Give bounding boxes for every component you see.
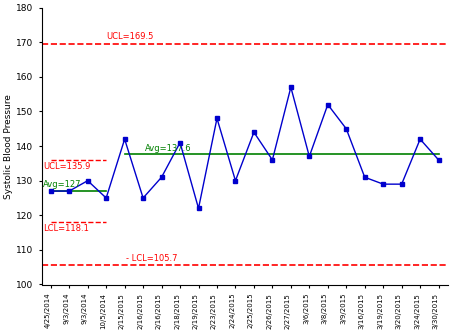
Text: UCL=135.9: UCL=135.9 bbox=[43, 162, 91, 171]
Text: Avg=137.6: Avg=137.6 bbox=[145, 144, 191, 153]
Text: - LCL=105.7: - LCL=105.7 bbox=[126, 254, 178, 263]
Text: Avg=127: Avg=127 bbox=[43, 180, 82, 189]
Text: UCL=169.5: UCL=169.5 bbox=[106, 32, 153, 41]
Text: LCL=118.1: LCL=118.1 bbox=[43, 223, 89, 232]
Y-axis label: Systolic Blood Pressure: Systolic Blood Pressure bbox=[4, 94, 13, 198]
